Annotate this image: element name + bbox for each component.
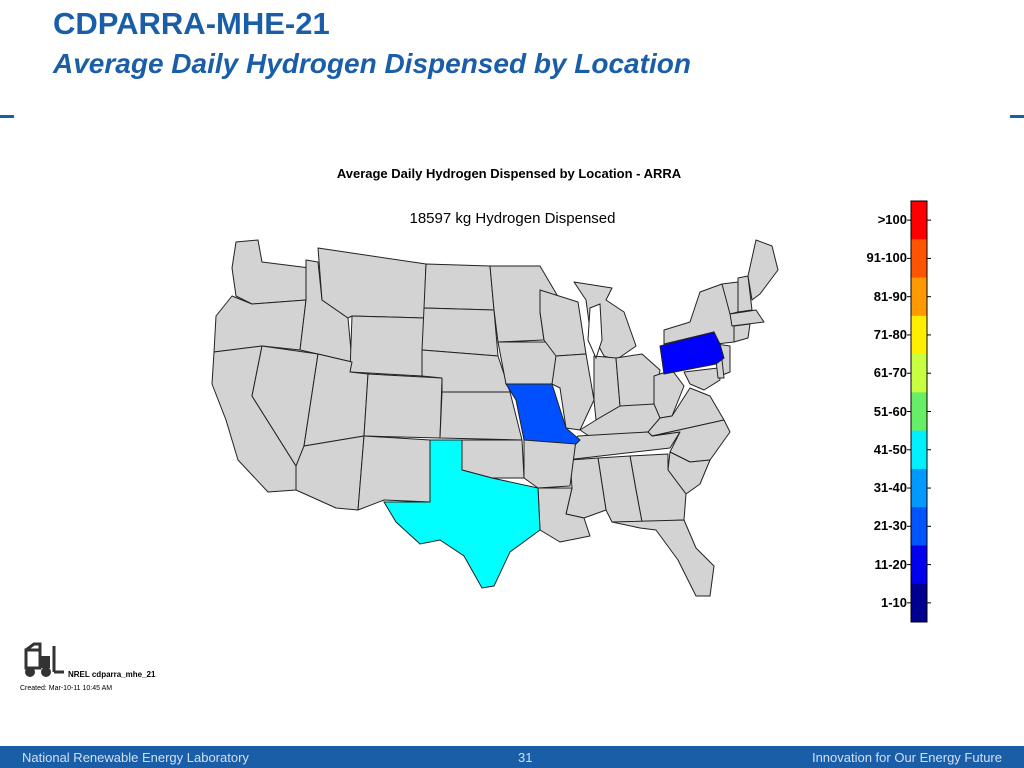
forklift-icon	[20, 642, 64, 683]
legend-swatch-5	[911, 392, 927, 432]
map-subtitle: 18597 kg Hydrogen Dispensed	[409, 210, 616, 227]
legend-label-8: 21-30	[873, 518, 907, 534]
state-louisiana	[537, 487, 591, 543]
state-texas	[383, 439, 541, 589]
state-new-hampshire	[737, 275, 753, 313]
legend-label-0: >100	[877, 212, 907, 228]
map-title: Average Daily Hydrogen Dispensed by Loca…	[336, 166, 682, 181]
state-colorado	[363, 373, 443, 439]
legend-label-1: 91-100	[866, 250, 907, 266]
state-illinois	[551, 353, 595, 431]
legend-color-bar	[907, 200, 931, 623]
legend-swatch-8	[911, 507, 927, 546]
legend-label-3: 71-80	[873, 326, 907, 342]
footer-organization: National Renewable Energy Laboratory	[22, 750, 249, 765]
legend-swatch-1	[911, 239, 927, 279]
state-new-mexico	[357, 435, 431, 511]
state-montana	[317, 247, 427, 319]
state-north-dakota	[423, 263, 495, 311]
state-ohio	[615, 353, 661, 409]
state-michigan	[573, 281, 637, 361]
footer-page-number: 31	[518, 750, 533, 765]
state-wyoming	[349, 315, 425, 377]
legend-swatch-9	[911, 545, 927, 585]
legend-label-4: 61-70	[873, 365, 907, 381]
slide-title: CDPARRA-MHE-21	[53, 6, 330, 41]
left-divider-tick	[0, 115, 14, 118]
legend-label-9: 11-20	[874, 556, 907, 572]
legend-swatch-3	[911, 315, 927, 355]
state-new-york	[663, 283, 735, 345]
state-washington	[231, 239, 311, 305]
slide-subtitle: Average Daily Hydrogen Dispensed by Loca…	[53, 48, 691, 79]
state-south-dakota	[421, 307, 499, 357]
legend-swatch-6	[911, 430, 927, 470]
state-kansas	[439, 391, 523, 441]
state-maine	[747, 239, 779, 301]
legend-swatch-2	[911, 277, 927, 317]
legend-label-2: 81-90	[873, 288, 907, 304]
lake-michigan	[587, 303, 603, 360]
legend-label-10: 1-10	[880, 594, 907, 610]
created-timestamp: Created: Mar-10-11 10:45 AM	[20, 685, 113, 692]
state-connecticut	[733, 323, 751, 343]
footer-tagline: Innovation for Our Energy Future	[811, 750, 1002, 765]
right-divider-tick	[1010, 115, 1024, 118]
legend-swatch-4	[911, 354, 927, 393]
credit-label: NREL cdparra_mhe_21	[68, 670, 156, 679]
state-florida	[611, 519, 715, 597]
footer-bar: National Renewable Energy Laboratory 31 …	[0, 746, 1024, 768]
legend-swatch-0	[911, 201, 927, 240]
state-maryland	[683, 367, 721, 391]
state-missouri	[505, 383, 581, 445]
state-pennsylvania	[659, 331, 725, 375]
state-oregon	[213, 295, 307, 353]
legend-swatch-10	[911, 583, 927, 623]
legend-border	[910, 200, 928, 623]
legend-label-6: 41-50	[873, 441, 907, 457]
state-arizona	[295, 435, 365, 511]
legend-label-5: 51-60	[873, 403, 907, 419]
legend-swatch-7	[911, 468, 927, 508]
legend-label-7: 31-40	[873, 480, 907, 496]
state-massachusetts	[729, 309, 765, 327]
state-arkansas	[523, 439, 577, 489]
